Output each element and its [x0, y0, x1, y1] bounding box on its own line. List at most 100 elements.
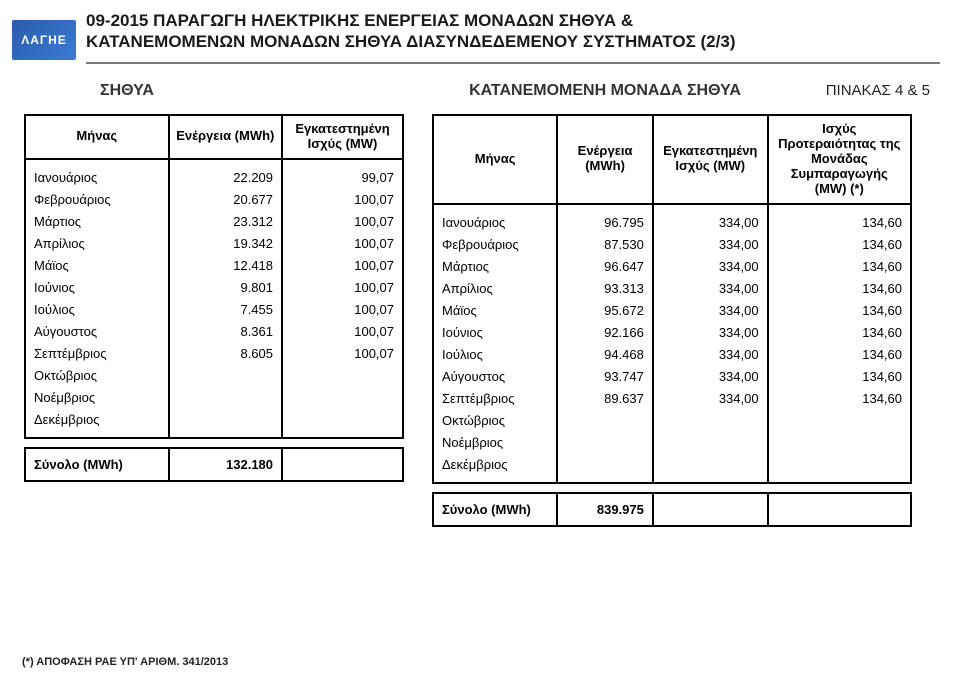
- t2-cell: Φεβρουάριος: [433, 233, 557, 255]
- t2-cell: Δεκέμβριος: [433, 453, 557, 483]
- table-row: Μάϊος12.418100,07: [25, 254, 403, 276]
- t2-header-3: Ισχύς Προτεραιότητας της Μονάδας Συμπαρα…: [768, 115, 911, 204]
- t2-cell: 94.468: [557, 343, 653, 365]
- table-row: Δεκέμβριος: [433, 453, 911, 483]
- t2-cell: 134,60: [768, 277, 911, 299]
- t2-cell: Αύγουστος: [433, 365, 557, 387]
- t2-cell: 96.795: [557, 204, 653, 234]
- t1-cell: 100,07: [282, 320, 403, 342]
- t2-cell: 96.647: [557, 255, 653, 277]
- t2-cell: 134,60: [768, 365, 911, 387]
- table-right: ΜήναςΕνέργεια (MWh)Εγκατεστημένη Ισχύς (…: [432, 114, 912, 527]
- t1-cell: 100,07: [282, 232, 403, 254]
- table-row: Μάρτιος23.312100,07: [25, 210, 403, 232]
- table-row: Δεκέμβριος: [25, 408, 403, 438]
- t2-cell: 334,00: [653, 277, 768, 299]
- t1-cell: 12.418: [169, 254, 282, 276]
- table-row: Οκτώβριος: [25, 364, 403, 386]
- t2-cell: Μάϊος: [433, 299, 557, 321]
- t1-cell: 9.801: [169, 276, 282, 298]
- t1-cell: 8.605: [169, 342, 282, 364]
- t1-total-label: Σύνολο (MWh): [25, 448, 169, 481]
- t2-cell: Μάρτιος: [433, 255, 557, 277]
- table-row: Απρίλιος19.342100,07: [25, 232, 403, 254]
- table-row: Φεβρουάριος20.677100,07: [25, 188, 403, 210]
- t2-total-blank1: [653, 493, 768, 526]
- t1-cell: Σεπτέμβριος: [25, 342, 169, 364]
- footnote: (*) ΑΠΟΦΑΣΗ ΡΑΕ ΥΠ' ΑΡΙΘΜ. 341/2013: [22, 656, 228, 668]
- t2-total-value: 839.975: [557, 493, 653, 526]
- logo: ΛΑΓΗΕ: [12, 20, 76, 60]
- table-row: Σεπτέμβριος8.605100,07: [25, 342, 403, 364]
- t1-cell: 100,07: [282, 210, 403, 232]
- table-row: Ιούνιος9.801100,07: [25, 276, 403, 298]
- table-row: Μάϊος95.672334,00134,60: [433, 299, 911, 321]
- t2-cell: 334,00: [653, 343, 768, 365]
- t2-cell: 134,60: [768, 255, 911, 277]
- t1-total-value: 132.180: [169, 448, 282, 481]
- t2-cell: Οκτώβριος: [433, 409, 557, 431]
- t1-cell: Οκτώβριος: [25, 364, 169, 386]
- t2-cell: 334,00: [653, 204, 768, 234]
- t2-cell: 134,60: [768, 343, 911, 365]
- t2-cell: 89.637: [557, 387, 653, 409]
- t2-total-label: Σύνολο (MWh): [433, 493, 557, 526]
- t2-cell: [557, 409, 653, 431]
- t1-cell: 100,07: [282, 254, 403, 276]
- t2-cell: [653, 409, 768, 431]
- t2-header-2: Εγκατεστημένη Ισχύς (MW): [653, 115, 768, 204]
- t1-cell: Μάϊος: [25, 254, 169, 276]
- t2-cell: 93.747: [557, 365, 653, 387]
- t1-total-blank: [282, 448, 403, 481]
- t2-cell: [557, 431, 653, 453]
- t2-cell: [653, 453, 768, 483]
- subtitle-center: ΚΑΤΑΝΕΜΟΜΕΝΗ ΜΟΝΑΔΑ ΣΗΘΥΑ: [469, 82, 741, 99]
- t1-cell: Ιούλιος: [25, 298, 169, 320]
- t2-cell: [653, 431, 768, 453]
- table-row: Φεβρουάριος87.530334,00134,60: [433, 233, 911, 255]
- t2-cell: 134,60: [768, 387, 911, 409]
- t2-cell: 334,00: [653, 387, 768, 409]
- t2-cell: Ιούνιος: [433, 321, 557, 343]
- t2-cell: Νοέμβριος: [433, 431, 557, 453]
- t1-header-1: Ενέργεια (MWh): [169, 115, 282, 159]
- t2-cell: 334,00: [653, 299, 768, 321]
- t2-cell: 95.672: [557, 299, 653, 321]
- t1-cell: [169, 386, 282, 408]
- table-row: Μάρτιος96.647334,00134,60: [433, 255, 911, 277]
- t1-cell: 22.209: [169, 159, 282, 189]
- table-left: ΜήναςΕνέργεια (MWh)Εγκατεστημένη Ισχύς (…: [24, 114, 404, 482]
- table-row: Οκτώβριος: [433, 409, 911, 431]
- table-row: Απρίλιος93.313334,00134,60: [433, 277, 911, 299]
- t1-cell: Νοέμβριος: [25, 386, 169, 408]
- t1-cell: Ιούνιος: [25, 276, 169, 298]
- t2-cell: 334,00: [653, 255, 768, 277]
- t1-cell: Απρίλιος: [25, 232, 169, 254]
- t2-cell: Σεπτέμβριος: [433, 387, 557, 409]
- t2-cell: 134,60: [768, 299, 911, 321]
- table-row: Σεπτέμβριος89.637334,00134,60: [433, 387, 911, 409]
- table-row: Νοέμβριος: [433, 431, 911, 453]
- t1-cell: 20.677: [169, 188, 282, 210]
- table-row: Νοέμβριος: [25, 386, 403, 408]
- t1-header-0: Μήνας: [25, 115, 169, 159]
- t2-cell: 134,60: [768, 233, 911, 255]
- t1-cell: Φεβρουάριος: [25, 188, 169, 210]
- t1-cell: 100,07: [282, 298, 403, 320]
- t2-cell: 334,00: [653, 321, 768, 343]
- t1-cell: Ιανουάριος: [25, 159, 169, 189]
- t1-cell: 23.312: [169, 210, 282, 232]
- t1-cell: [282, 408, 403, 438]
- t1-cell: Αύγουστος: [25, 320, 169, 342]
- t2-cell: 334,00: [653, 365, 768, 387]
- t1-cell: [169, 364, 282, 386]
- table-row: Αύγουστος8.361100,07: [25, 320, 403, 342]
- t1-cell: 100,07: [282, 342, 403, 364]
- t2-cell: 134,60: [768, 204, 911, 234]
- table-row: Ιούλιος7.455100,07: [25, 298, 403, 320]
- title-line-2: ΚΑΤΑΝΕΜΟΜΕΝΩΝ ΜΟΝΑΔΩΝ ΣΗΘΥΑ ΔΙΑΣΥΝΔΕΔΕΜΕ…: [86, 31, 735, 52]
- t2-header-1: Ενέργεια (MWh): [557, 115, 653, 204]
- t1-cell: 7.455: [169, 298, 282, 320]
- title-line-1: 09-2015 ΠΑΡΑΓΩΓΗ ΗΛΕΚΤΡΙΚΗΣ ΕΝΕΡΓΕΙΑΣ ΜΟ…: [86, 10, 735, 31]
- t1-cell: Δεκέμβριος: [25, 408, 169, 438]
